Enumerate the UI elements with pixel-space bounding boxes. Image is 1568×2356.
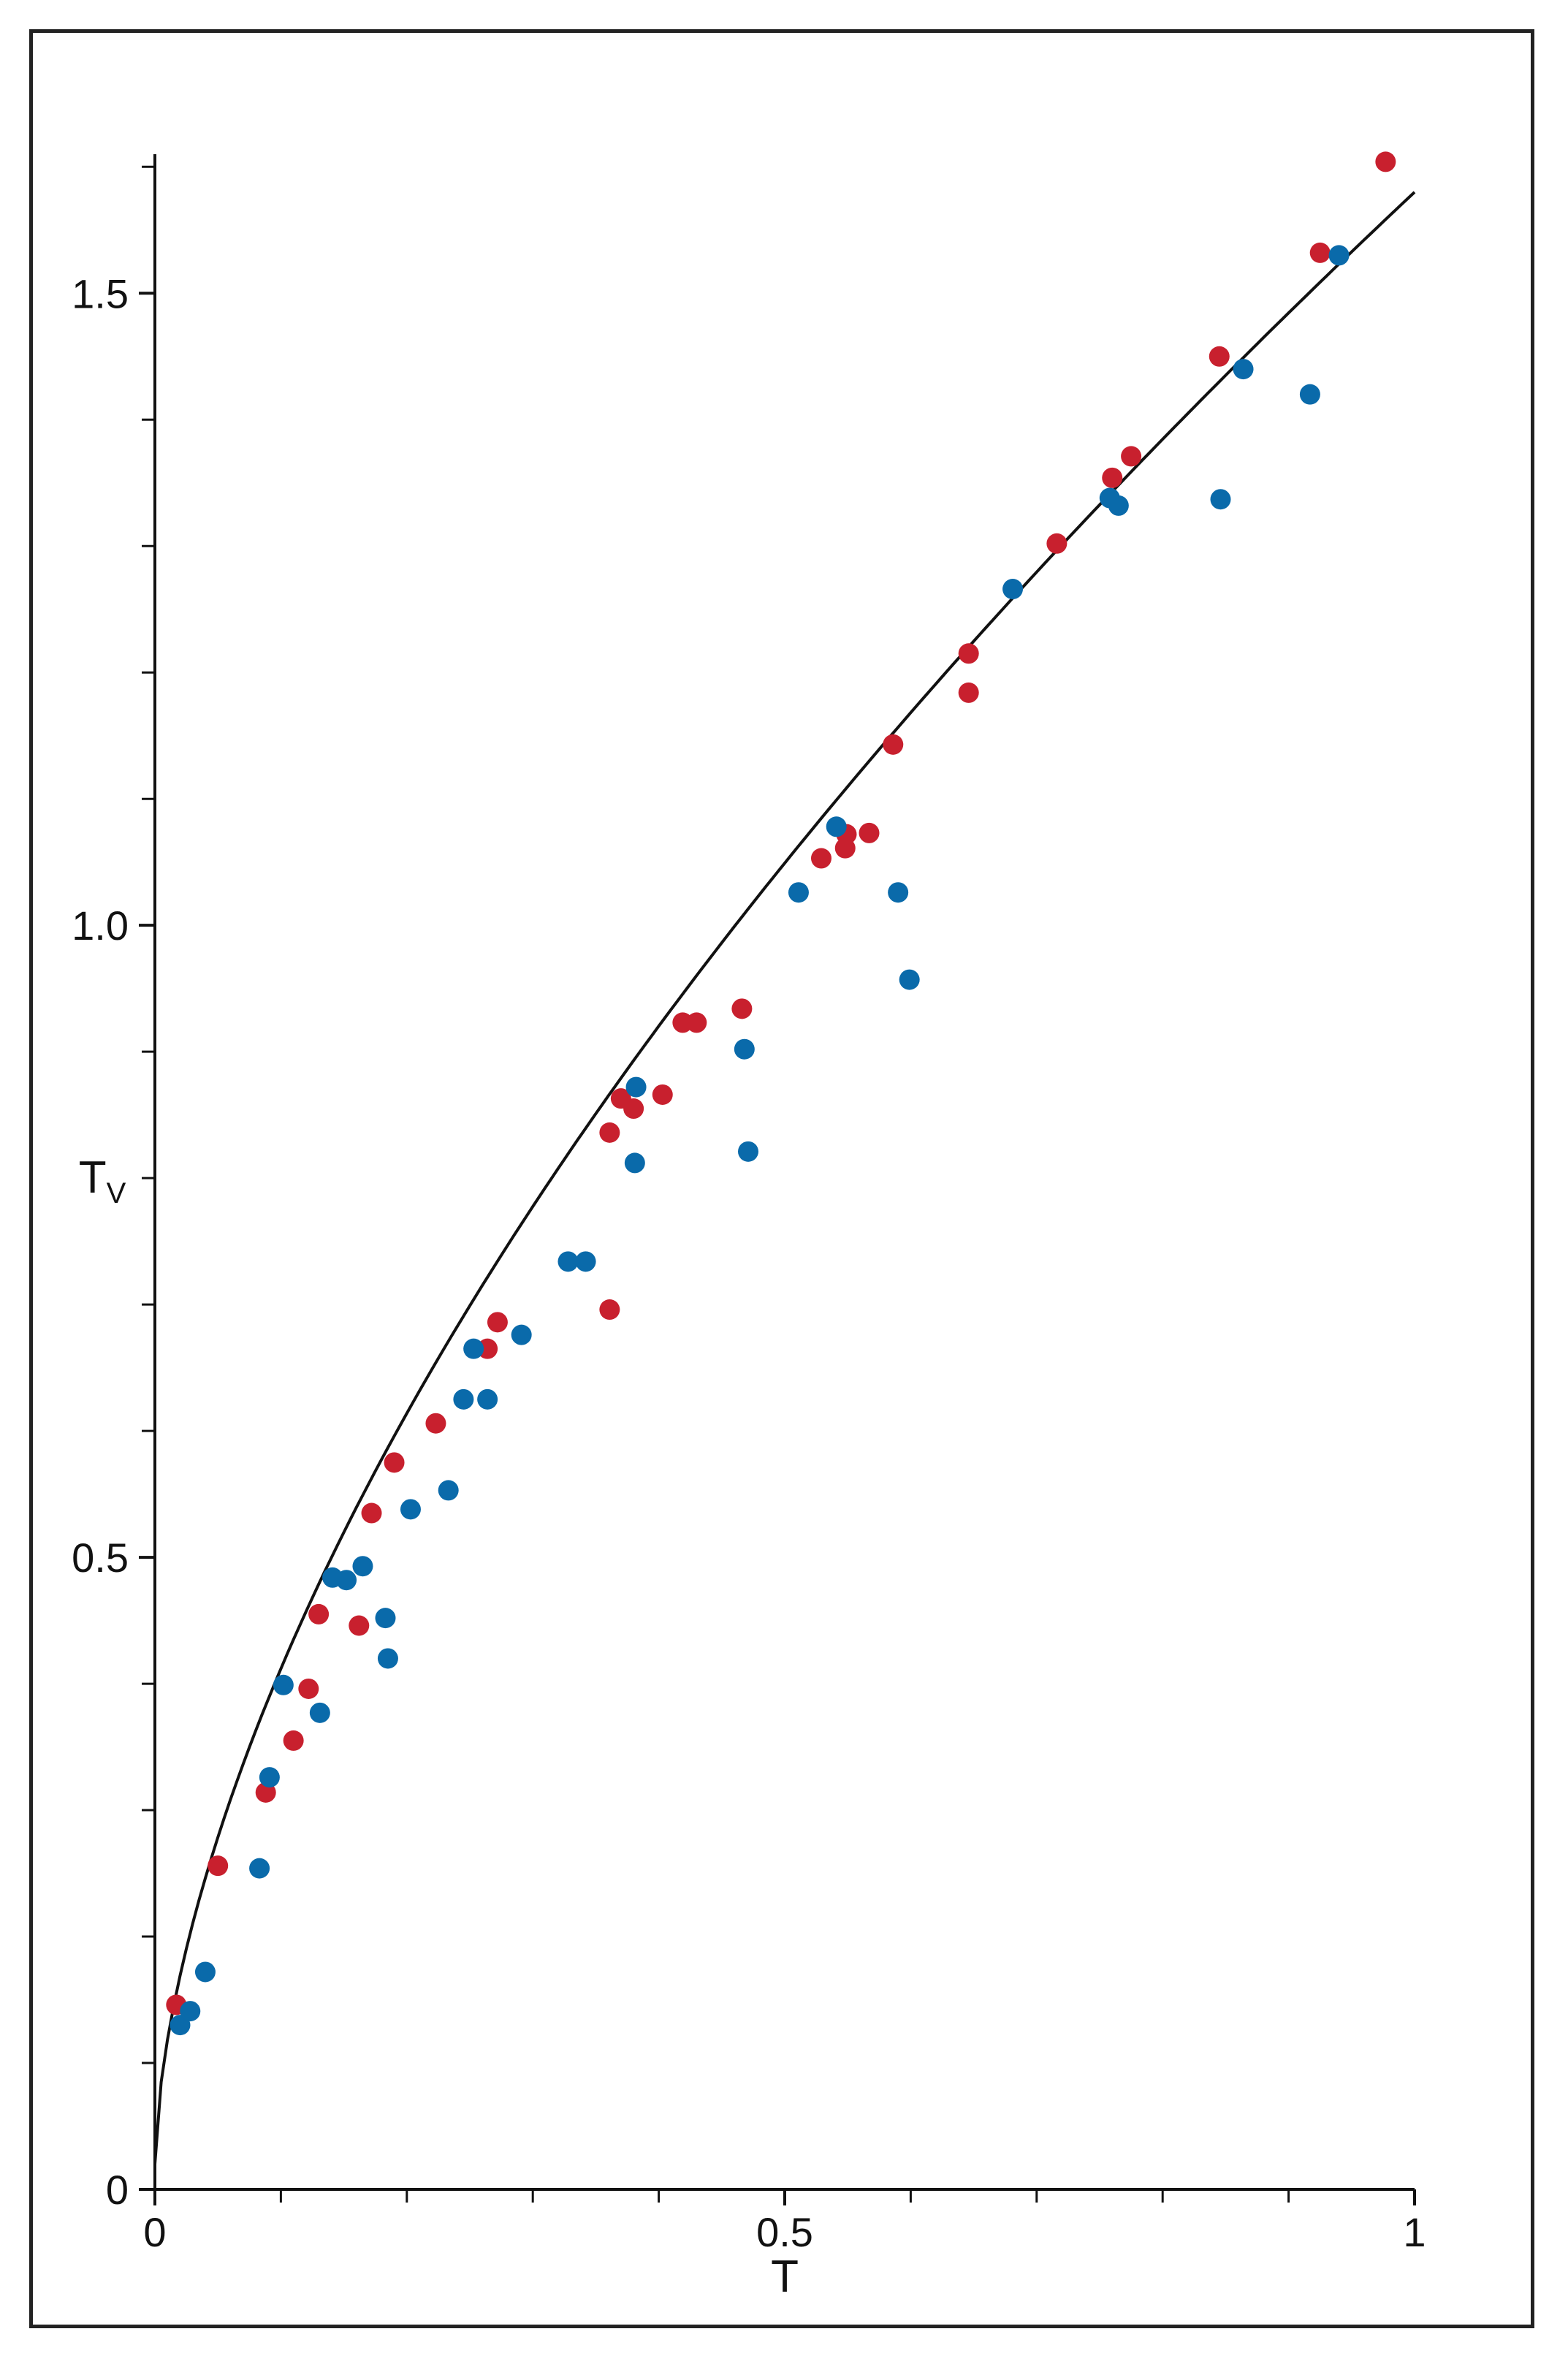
x-axis-title: T: [771, 2252, 799, 2302]
data-point-series-2: [336, 1570, 357, 1591]
x-tick-label-0.5: 0.5: [756, 2209, 813, 2255]
data-point-series-2: [352, 1556, 373, 1577]
data-point-series-2: [511, 1324, 532, 1345]
data-point-series-2: [309, 1702, 330, 1723]
data-point-series-1: [859, 822, 880, 843]
data-point-series-1: [1209, 346, 1230, 367]
data-point-series-1: [1375, 151, 1396, 172]
data-point-series-2: [400, 1499, 421, 1520]
data-point-series-1: [652, 1084, 673, 1105]
data-point-series-1: [599, 1299, 620, 1320]
data-point-series-1: [298, 1678, 319, 1699]
data-point-series-1: [1309, 242, 1331, 263]
ticks: 0 0.5 1 0 0.5 1.0 1.5: [72, 165, 1426, 2255]
data-point-series-2: [259, 1767, 280, 1788]
data-point-series-2: [624, 1152, 645, 1174]
chart-frame: [29, 29, 1534, 2328]
data-point-series-2: [788, 882, 809, 903]
data-point-series-2: [477, 1388, 498, 1410]
data-point-series-1: [349, 1615, 370, 1636]
fit-curve: [153, 191, 1416, 2165]
data-point-series-2: [377, 1648, 398, 1669]
y-axis-title-subscript: V: [107, 1177, 126, 1209]
data-point-series-1: [308, 1603, 330, 1624]
data-point-series-2: [1328, 245, 1350, 266]
data-point-series-2: [463, 1338, 484, 1359]
y-axis-title-main: T: [79, 1152, 107, 1203]
data-point-series-2: [375, 1608, 396, 1629]
data-point-series-1: [810, 848, 831, 869]
y-tick-label-1.0: 1.0: [72, 902, 129, 949]
data-point-series-2: [273, 1674, 294, 1695]
data-point-series-1: [599, 1122, 620, 1143]
data-point-series-2: [738, 1141, 759, 1162]
data-point-series-2: [557, 1251, 579, 1272]
data-point-series-2: [734, 1038, 755, 1060]
data-point-series-2: [888, 882, 909, 903]
data-point-series-2: [180, 2001, 201, 2022]
data-point-series-2: [438, 1480, 459, 1501]
data-point-series-2: [899, 969, 920, 990]
data-point-series-2: [575, 1251, 596, 1272]
axes: [153, 154, 1415, 2191]
data-point-series-1: [208, 1855, 229, 1877]
y-tick-label-0.5: 0.5: [72, 1535, 129, 1581]
data-point-series-1: [425, 1413, 446, 1434]
data-point-series-1: [1121, 446, 1142, 467]
data-point-series-1: [686, 1012, 707, 1033]
y-tick-label-0: 0: [106, 2167, 129, 2213]
data-point-series-2: [625, 1076, 647, 1098]
data-point-series-1: [361, 1502, 382, 1524]
data-point-series-1: [1102, 467, 1123, 488]
data-point-series-1: [883, 734, 904, 755]
data-point-series-2: [1108, 495, 1129, 516]
x-tick-label-1: 1: [1403, 2209, 1426, 2255]
y-axis-title: TV: [79, 1152, 126, 1209]
data-point-series-1: [731, 998, 753, 1019]
x-tick-label-0: 0: [143, 2209, 166, 2255]
data-point-series-1: [384, 1452, 405, 1473]
y-tick-label-1.5: 1.5: [72, 270, 129, 316]
data-point-series-1: [958, 682, 979, 703]
data-point-series-2: [1210, 489, 1231, 510]
data-point-series-1: [623, 1098, 644, 1120]
data-point-series-1: [958, 643, 979, 664]
data-point-series-1: [1046, 533, 1067, 554]
data-point-series-2: [826, 816, 847, 837]
data-points: [166, 151, 1396, 2036]
data-point-series-2: [453, 1388, 474, 1410]
data-point-series-2: [1299, 384, 1320, 405]
data-point-series-2: [249, 1858, 270, 1879]
data-point-series-2: [1002, 579, 1024, 600]
data-point-series-2: [1233, 359, 1254, 380]
data-point-series-1: [283, 1730, 304, 1751]
data-point-series-1: [487, 1312, 508, 1333]
data-point-series-2: [194, 1961, 216, 1983]
